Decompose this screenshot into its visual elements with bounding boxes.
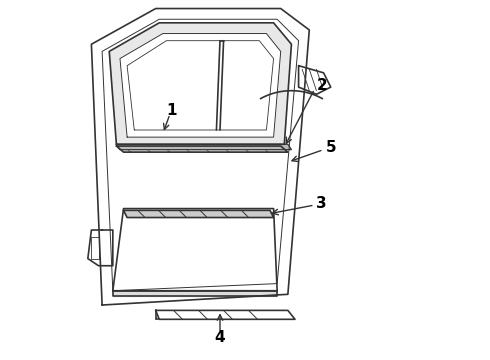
Polygon shape xyxy=(117,146,288,152)
Text: 2: 2 xyxy=(317,78,327,93)
Text: 4: 4 xyxy=(215,330,225,345)
Polygon shape xyxy=(88,230,113,266)
Polygon shape xyxy=(123,210,273,217)
Polygon shape xyxy=(120,33,281,137)
Polygon shape xyxy=(117,144,292,150)
Text: 3: 3 xyxy=(317,196,327,211)
Text: 1: 1 xyxy=(167,103,177,118)
Polygon shape xyxy=(109,23,292,144)
Polygon shape xyxy=(113,291,277,296)
Polygon shape xyxy=(298,66,331,94)
Polygon shape xyxy=(113,208,277,291)
Polygon shape xyxy=(92,9,309,305)
Text: 5: 5 xyxy=(326,140,337,155)
Polygon shape xyxy=(156,310,295,319)
